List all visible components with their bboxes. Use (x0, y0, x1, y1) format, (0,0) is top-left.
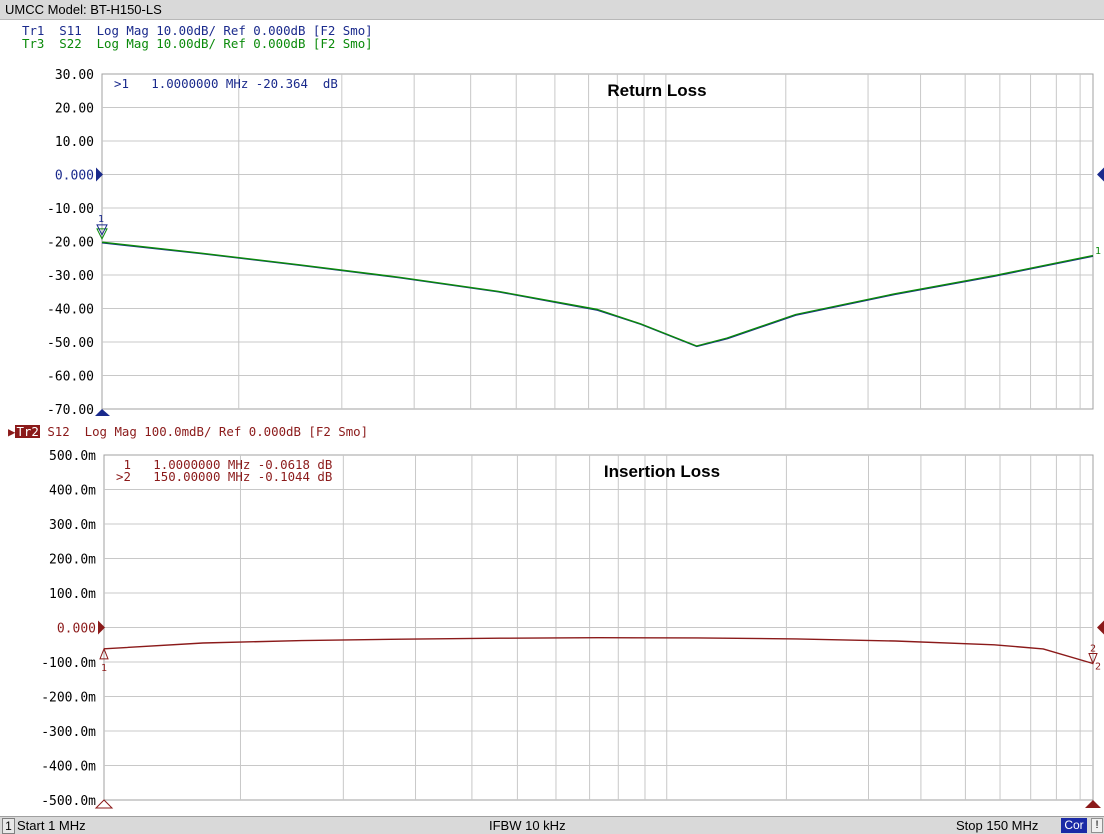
return-loss-stimulus-marker (95, 409, 110, 416)
window-title: UMCC Model: BT-H150-LS (0, 0, 1104, 20)
marker-1-label: 1 (98, 214, 104, 225)
return-loss-ref-arrow-left (96, 167, 103, 182)
return-loss-ytick-label: -20.00 (47, 236, 94, 251)
return-loss-ytick-label: -40.00 (47, 303, 94, 318)
marker-1-s11 (96, 224, 108, 236)
marker-end-label: 1 (1095, 246, 1101, 257)
insertion-loss-ytick-label: -100.0m (41, 656, 96, 671)
insertion-loss-stimulus-marker-stop (1085, 800, 1101, 808)
channel-indicator[interactable]: 1 (2, 818, 15, 834)
return-loss-series-s22-line (101, 241, 1094, 347)
insertion-loss-stimulus-marker-start (94, 799, 114, 809)
insertion-loss-ytick-label: -500.0m (41, 794, 96, 809)
return-loss-ytick-label: -10.00 (47, 202, 94, 217)
marker-2-s12-label: 2 (1090, 644, 1096, 655)
trace2-header-text: S12 Log Mag 100.0mdB/ Ref 0.000dB [F2 Sm… (39, 424, 369, 439)
return-loss-ytick-label: 30.00 (55, 68, 94, 83)
correction-indicator[interactable]: Cor (1061, 818, 1087, 833)
return-loss-ytick-label: 0.000 (55, 169, 94, 184)
insertion-loss-ytick-label: 500.0m (49, 449, 96, 464)
marker-2-s12 (1088, 653, 1098, 665)
status-bar: 1 Start 1 MHz IFBW 10 kHz Stop 150 MHz C… (0, 816, 1104, 834)
return-loss-ytick-label: -60.00 (47, 370, 94, 385)
insertion-loss-ytick-label: -200.0m (41, 691, 96, 706)
return-loss-ytick-label: -70.00 (47, 403, 94, 418)
marker-1-s12-label: 1 (101, 663, 107, 674)
start-frequency[interactable]: Start 1 MHz (17, 818, 86, 833)
insertion-loss-chart-title: Insertion Loss (604, 462, 720, 481)
stop-frequency[interactable]: Stop 150 MHz (956, 818, 1039, 833)
return-loss-ref-arrow-right (1097, 167, 1104, 182)
insertion-loss-ytick-label: -300.0m (41, 725, 96, 740)
return-loss-ytick-label: 20.00 (55, 102, 94, 117)
return-loss-marker-readout: >1 1.0000000 MHz -20.364 dB (114, 76, 338, 91)
insertion-loss-ytick-label: 100.0m (49, 587, 96, 602)
insertion-loss-ref-arrow-right (1097, 620, 1104, 635)
insertion-loss-ytick-label: 0.000 (57, 622, 96, 637)
trace1-header[interactable]: Tr1 S11 Log Mag 10.00dB/ Ref 0.000dB [F2… (22, 23, 373, 38)
insertion-loss-marker-readout: 1 1.0000000 MHz -0.0618 dB (116, 457, 332, 472)
insertion-loss-marker-readout: >2 150.00000 MHz -0.1044 dB (116, 469, 332, 484)
return-loss-chart-title: Return Loss (607, 81, 706, 100)
insertion-loss-ytick-label: -400.0m (41, 760, 96, 775)
marker-2-s12-side-label: 2 (1095, 662, 1101, 673)
marker-1-s12 (99, 647, 109, 660)
insertion-loss-ref-arrow-left (98, 620, 105, 635)
return-loss-ytick-label: 10.00 (55, 135, 94, 150)
trace3-header[interactable]: Tr3 S22 Log Mag 10.00dB/ Ref 0.000dB [F2… (22, 36, 373, 51)
warning-indicator[interactable]: ! (1091, 818, 1103, 833)
insertion-loss-ytick-label: 400.0m (49, 484, 96, 499)
return-loss-ytick-label: -30.00 (47, 269, 94, 284)
return-loss-ytick-label: -50.00 (47, 336, 94, 351)
marker-1-s22 (96, 228, 108, 240)
insertion-loss-series-s12-line (103, 637, 1094, 665)
trace2-badge[interactable]: Tr2 (15, 424, 40, 439)
return-loss-chart: 30.00 20.00 10.00 0.000 -10.00 -20.00 -30.00 -4… (47, 68, 1104, 418)
trace2-header[interactable]: ▶Tr2 S12 Log Mag 100.0mdB/ Ref 0.000dB [… (8, 424, 369, 439)
insertion-loss-ytick-label: 300.0m (49, 518, 96, 533)
insertion-loss-ytick-label: 200.0m (49, 553, 96, 568)
if-bandwidth[interactable]: IFBW 10 kHz (489, 818, 566, 833)
